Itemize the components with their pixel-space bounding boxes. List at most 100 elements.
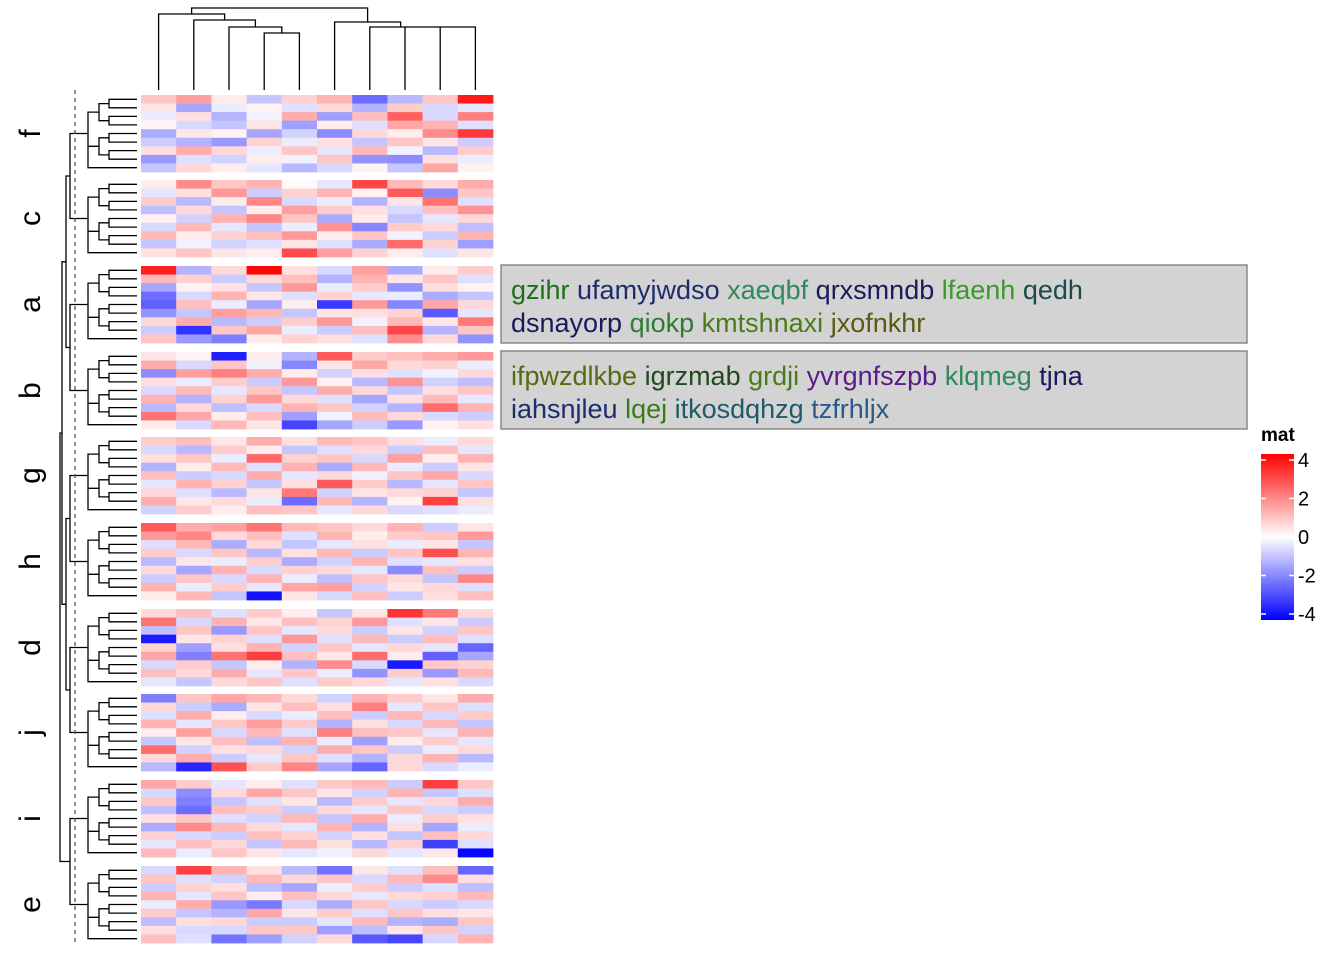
heatmap-cell xyxy=(352,505,388,515)
heatmap-cell xyxy=(281,917,318,927)
heatmap-cell xyxy=(141,163,177,173)
heatmap-cell xyxy=(281,651,318,661)
heatmap-cell xyxy=(457,582,494,592)
heatmap-cell xyxy=(422,411,459,421)
heatmap-cell xyxy=(457,129,494,139)
heatmap-cell xyxy=(281,900,318,910)
text-annotations: gzihr ufamyjwdso xaeqbf qrxsmndb lfaenh … xyxy=(500,264,1248,430)
heatmap-cell xyxy=(246,352,283,361)
heatmap-cell xyxy=(317,231,353,241)
heatmap-cell xyxy=(457,300,494,310)
heatmap-cell xyxy=(176,308,212,318)
heatmap-cell xyxy=(246,797,283,807)
annotation-line: ifpwzdlkbe igrzmab grdji yvrgnfszpb klqm… xyxy=(511,361,1084,391)
heatmap-cell xyxy=(141,617,177,627)
heatmap-cell xyxy=(246,557,283,567)
heatmap-cell xyxy=(281,582,318,592)
heatmap-cell xyxy=(422,205,459,215)
heatmap-cell xyxy=(457,711,494,721)
heatmap-cell xyxy=(387,668,423,678)
heatmap-cell xyxy=(457,334,494,344)
heatmap-cell xyxy=(317,540,353,550)
annotation-word: kmtshnaxi xyxy=(694,308,823,338)
annotation-word: xaeqbf xyxy=(720,275,809,305)
heatmap-cell xyxy=(281,702,318,712)
heatmap-cell xyxy=(141,574,177,584)
heatmap-cell xyxy=(317,479,353,489)
heatmap-cell xyxy=(387,694,423,703)
heatmap-cell xyxy=(211,352,247,361)
heatmap-cell xyxy=(457,488,494,498)
heatmap-cell xyxy=(422,334,459,344)
heatmap-cell xyxy=(352,753,388,763)
heatmap-cell xyxy=(317,445,353,455)
annotation-word: lfaenh xyxy=(934,275,1015,305)
heatmap-cell xyxy=(352,797,388,807)
heatmap-cell xyxy=(422,488,459,498)
heatmap-cell xyxy=(141,874,177,884)
heatmap-cell xyxy=(246,120,283,130)
heatmap-cell xyxy=(352,214,388,224)
heatmap-cell xyxy=(317,188,353,198)
heatmap-cell xyxy=(281,626,318,636)
annotation-background xyxy=(500,264,1248,344)
heatmap-cell xyxy=(281,565,318,575)
heatmap-cell xyxy=(352,479,388,489)
heatmap-cell xyxy=(422,548,459,558)
heatmap-cell xyxy=(141,839,177,849)
heatmap-cell xyxy=(141,222,177,232)
heatmap-cell xyxy=(457,411,494,421)
heatmap-cell xyxy=(317,745,353,755)
heatmap-cell xyxy=(141,266,177,275)
heatmap-cell xyxy=(387,291,423,301)
heatmap-cell xyxy=(246,308,283,318)
heatmap-cell xyxy=(141,283,177,293)
heatmap-cell xyxy=(176,848,212,858)
heatmap-cell xyxy=(281,805,318,815)
heatmap-cell xyxy=(141,403,177,413)
heatmap-cell xyxy=(176,154,212,164)
heatmap-cell xyxy=(352,325,388,335)
heatmap-cell xyxy=(387,660,423,670)
heatmap-cell xyxy=(281,266,318,275)
heatmap-cell xyxy=(176,283,212,293)
heatmap-cell xyxy=(281,496,318,506)
heatmap-cell xyxy=(352,471,388,481)
heatmap-cell xyxy=(211,839,247,849)
heatmap-cell xyxy=(387,565,423,575)
heatmap-cell xyxy=(141,394,177,404)
heatmap-cell xyxy=(176,582,212,592)
heatmap-cell xyxy=(141,437,177,446)
heatmap-cell xyxy=(422,617,459,627)
heatmap-cell xyxy=(352,874,388,884)
heatmap-cell xyxy=(211,677,247,687)
heatmap-cell xyxy=(352,197,388,207)
row-dendrogram-branch xyxy=(87,697,137,768)
heatmap-cell xyxy=(457,437,494,446)
annotation-word: jxofnkhr xyxy=(823,308,925,338)
heatmap-cell xyxy=(457,557,494,567)
heatmap-cell xyxy=(141,728,177,738)
heatmap-cell xyxy=(422,634,459,644)
heatmap-cell xyxy=(281,386,318,396)
heatmap-cell xyxy=(317,369,353,379)
heatmap-cell xyxy=(422,728,459,738)
heatmap-cell xyxy=(317,762,353,772)
heatmap-cell xyxy=(211,762,247,772)
row-slice-label: b xyxy=(14,382,47,399)
heatmap-cell xyxy=(246,222,283,232)
legend-tick-label: -2 xyxy=(1298,566,1316,588)
heatmap-cell xyxy=(246,634,283,644)
heatmap-cell xyxy=(246,866,283,875)
heatmap-cell xyxy=(317,677,353,687)
heatmap-cell xyxy=(422,643,459,653)
heatmap-cell xyxy=(422,917,459,927)
heatmap-cell xyxy=(457,626,494,636)
heatmap-cell xyxy=(422,822,459,832)
heatmap-cell xyxy=(246,334,283,344)
heatmap-cell xyxy=(176,103,212,113)
row-dendrogram xyxy=(59,90,137,942)
heatmap-cell xyxy=(317,197,353,207)
heatmap-cell xyxy=(246,719,283,729)
heatmap-cell xyxy=(211,445,247,455)
